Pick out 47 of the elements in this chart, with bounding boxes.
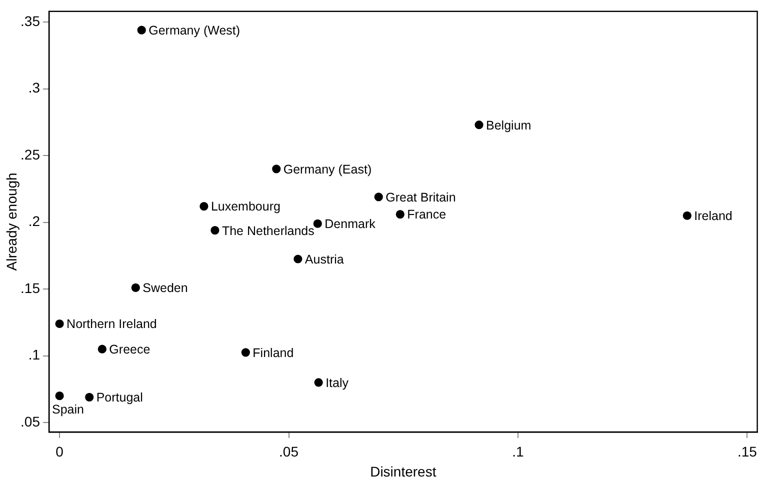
annotation: Austria [304, 252, 344, 266]
annotation: Denmark [324, 217, 376, 232]
y-axis-title: Already enough [3, 172, 20, 271]
annotation: Ireland [694, 209, 732, 224]
point [200, 202, 208, 211]
x-axis-title: Disinterest [370, 463, 436, 480]
x-tick-label: 0 [56, 443, 64, 460]
point [682, 211, 692, 220]
annotation: Greece [109, 342, 150, 357]
annotation: Great Britain [386, 190, 456, 204]
point [314, 378, 323, 387]
y-tick-label: .1 [28, 346, 40, 363]
x-tick-label: .1 [512, 443, 524, 460]
annotation: Finland [252, 346, 294, 360]
annotation: Belgium [486, 118, 532, 132]
point [241, 348, 250, 357]
x-tick-label: .15 [737, 443, 758, 460]
y-tick-label: .15 [20, 280, 40, 296]
annotation: Germany (East) [283, 162, 372, 176]
annotation: Germany (West) [148, 24, 240, 38]
point [396, 210, 404, 219]
annotation: Italy [326, 376, 350, 390]
annotation: Sweden [142, 281, 188, 296]
point [294, 254, 302, 264]
point [272, 164, 281, 174]
y-tick-label: .3 [28, 80, 40, 96]
annotation: Portugal [96, 390, 143, 405]
y-tick-label: .25 [20, 146, 40, 162]
point [55, 392, 64, 400]
y-tick-label: .35 [20, 12, 40, 29]
y-tick-label: .2 [28, 213, 40, 230]
annotation: Northern Ireland [66, 317, 157, 332]
point [474, 120, 484, 130]
point [85, 392, 94, 402]
point [98, 344, 106, 354]
y-tick-label: .05 [20, 413, 40, 430]
point [313, 219, 322, 228]
annotation: The Netherlands [222, 224, 314, 238]
annotation: Spain [52, 402, 84, 416]
point [55, 319, 64, 328]
point [210, 226, 220, 235]
point [137, 26, 146, 34]
x-tick-label: .05 [279, 443, 299, 460]
annotation: Luxembourg [210, 200, 280, 214]
annotation: France [407, 208, 446, 222]
point [374, 192, 383, 202]
point [131, 283, 140, 292]
